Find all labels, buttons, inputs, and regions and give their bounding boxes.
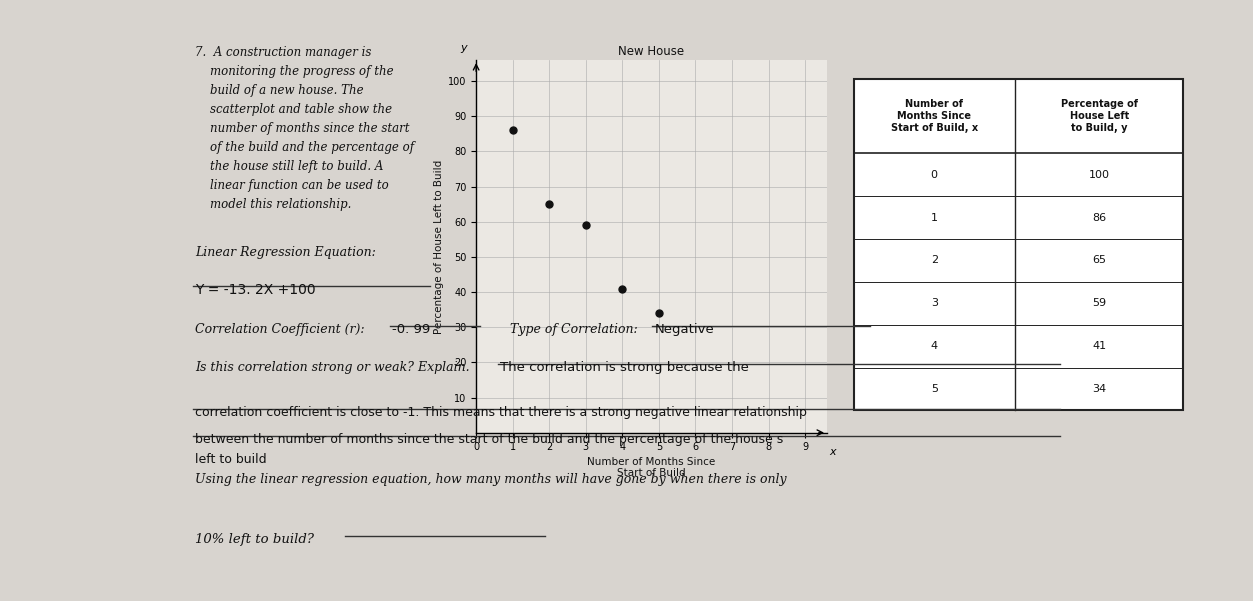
- Text: Negative: Negative: [655, 323, 714, 336]
- Text: between the number of months since the start of the build and the percentage of : between the number of months since the s…: [195, 433, 783, 446]
- Text: 59: 59: [1093, 298, 1106, 308]
- Text: 10% left to build?: 10% left to build?: [195, 533, 315, 546]
- Text: left to build: left to build: [195, 453, 267, 466]
- Text: -0. 99: -0. 99: [392, 323, 430, 336]
- Point: [539, 200, 559, 209]
- Text: 86: 86: [1093, 213, 1106, 222]
- Text: 100: 100: [1089, 169, 1110, 180]
- Text: correlation coefficient is close to -1. This means that there is a strong negati: correlation coefficient is close to -1. …: [195, 406, 807, 419]
- Text: y: y: [460, 43, 466, 53]
- Text: x: x: [828, 447, 836, 457]
- Title: New House: New House: [619, 44, 684, 58]
- Text: 3: 3: [931, 298, 937, 308]
- Text: Linear Regression Equation:: Linear Regression Equation:: [195, 246, 376, 259]
- Point: [576, 221, 596, 230]
- Text: 34: 34: [1093, 384, 1106, 394]
- Text: Using the linear regression equation, how many months will have gone by when the: Using the linear regression equation, ho…: [195, 473, 787, 486]
- Text: Number of
Months Since
Start of Build, x: Number of Months Since Start of Build, x: [891, 99, 977, 133]
- Text: 65: 65: [1093, 255, 1106, 266]
- Text: Correlation Coefficient (r):: Correlation Coefficient (r):: [195, 323, 365, 336]
- Point: [649, 308, 669, 318]
- Text: The correlation is strong because the: The correlation is strong because the: [500, 361, 749, 374]
- Text: 5: 5: [931, 384, 937, 394]
- Point: [613, 284, 633, 293]
- Text: 0: 0: [931, 169, 937, 180]
- Text: 2: 2: [931, 255, 937, 266]
- Text: Percentage of
House Left
to Build, y: Percentage of House Left to Build, y: [1060, 99, 1138, 133]
- Y-axis label: Percentage of House Left to Build: Percentage of House Left to Build: [434, 159, 444, 334]
- Point: [502, 126, 523, 135]
- Text: Type of Correlation:: Type of Correlation:: [510, 323, 638, 336]
- FancyBboxPatch shape: [853, 79, 1183, 410]
- Text: 1: 1: [931, 213, 937, 222]
- X-axis label: Number of Months Since
Start of Build: Number of Months Since Start of Build: [588, 457, 715, 478]
- Text: 41: 41: [1093, 341, 1106, 351]
- Text: Is this correlation strong or weak? Explain.: Is this correlation strong or weak? Expl…: [195, 361, 470, 374]
- Text: 4: 4: [931, 341, 937, 351]
- Text: Y = -13. 2X +100: Y = -13. 2X +100: [195, 283, 316, 297]
- Text: 7.  A construction manager is
    monitoring the progress of the
    build of a : 7. A construction manager is monitoring …: [195, 46, 415, 211]
